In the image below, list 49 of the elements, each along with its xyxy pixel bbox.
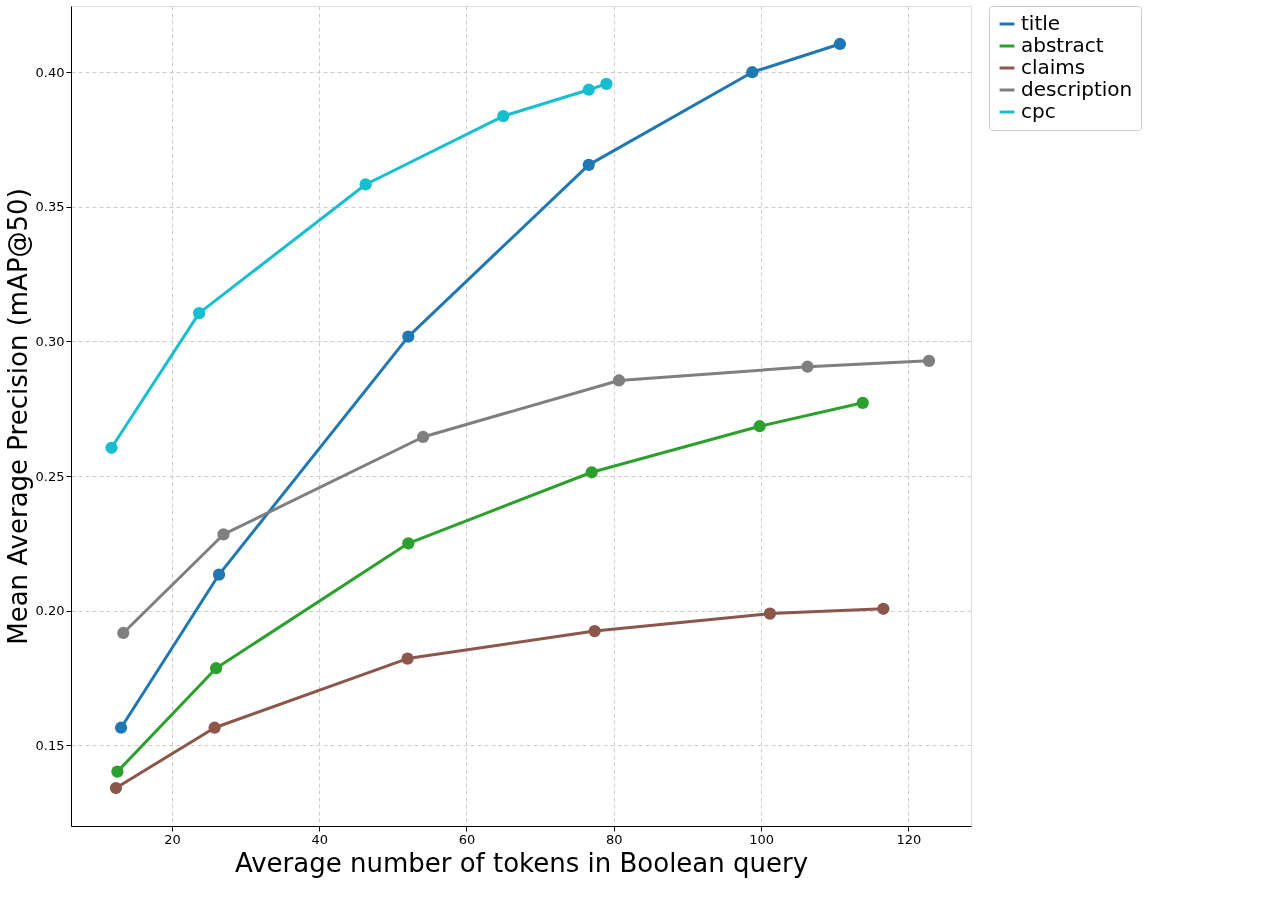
point <box>416 430 430 444</box>
x-tick-label: 100 <box>749 831 775 847</box>
point <box>588 624 601 638</box>
point <box>109 781 123 795</box>
point <box>111 765 124 778</box>
point <box>209 662 223 675</box>
point <box>401 652 414 665</box>
point <box>212 568 226 581</box>
point <box>582 158 595 171</box>
point <box>359 178 372 191</box>
x-tick-label: 20 <box>164 831 181 847</box>
point <box>753 420 766 433</box>
point <box>763 607 777 620</box>
x-tick-label: 120 <box>896 831 922 847</box>
point <box>801 360 814 373</box>
point <box>856 396 869 409</box>
point <box>402 537 415 550</box>
point <box>497 109 510 123</box>
point <box>114 721 128 734</box>
point <box>582 83 595 96</box>
point <box>585 466 598 479</box>
x-tick-label: 60 <box>458 831 476 847</box>
y-tick-label: 0.40 <box>35 64 65 80</box>
legend-label: title <box>1021 11 1061 35</box>
y-tick-label: 0.25 <box>35 468 65 484</box>
legend-label: claims <box>1021 55 1086 79</box>
point <box>193 307 206 320</box>
point <box>600 77 613 90</box>
point <box>922 354 936 367</box>
point <box>402 330 415 343</box>
point <box>612 374 626 387</box>
point <box>208 721 221 734</box>
legend-label: abstract <box>1021 33 1104 57</box>
point <box>877 602 890 615</box>
y-tick-label: 0.15 <box>35 737 65 753</box>
point <box>117 626 130 640</box>
y-axis-title: Mean Average Precision (mAP@50) <box>2 188 33 645</box>
point <box>105 441 118 454</box>
legend-label: description <box>1021 77 1133 101</box>
point <box>833 37 847 51</box>
y-tick-label: 0.35 <box>35 199 65 215</box>
legend-label: cpc <box>1021 99 1056 123</box>
point <box>217 528 230 541</box>
x-tick-label: 80 <box>606 831 623 847</box>
x-axis-title: Average number of tokens in Boolean query <box>234 847 809 878</box>
point <box>746 66 759 79</box>
y-tick-label: 0.20 <box>35 603 65 619</box>
y-tick-label: 0.30 <box>35 333 65 349</box>
x-tick-label: 40 <box>311 831 328 847</box>
